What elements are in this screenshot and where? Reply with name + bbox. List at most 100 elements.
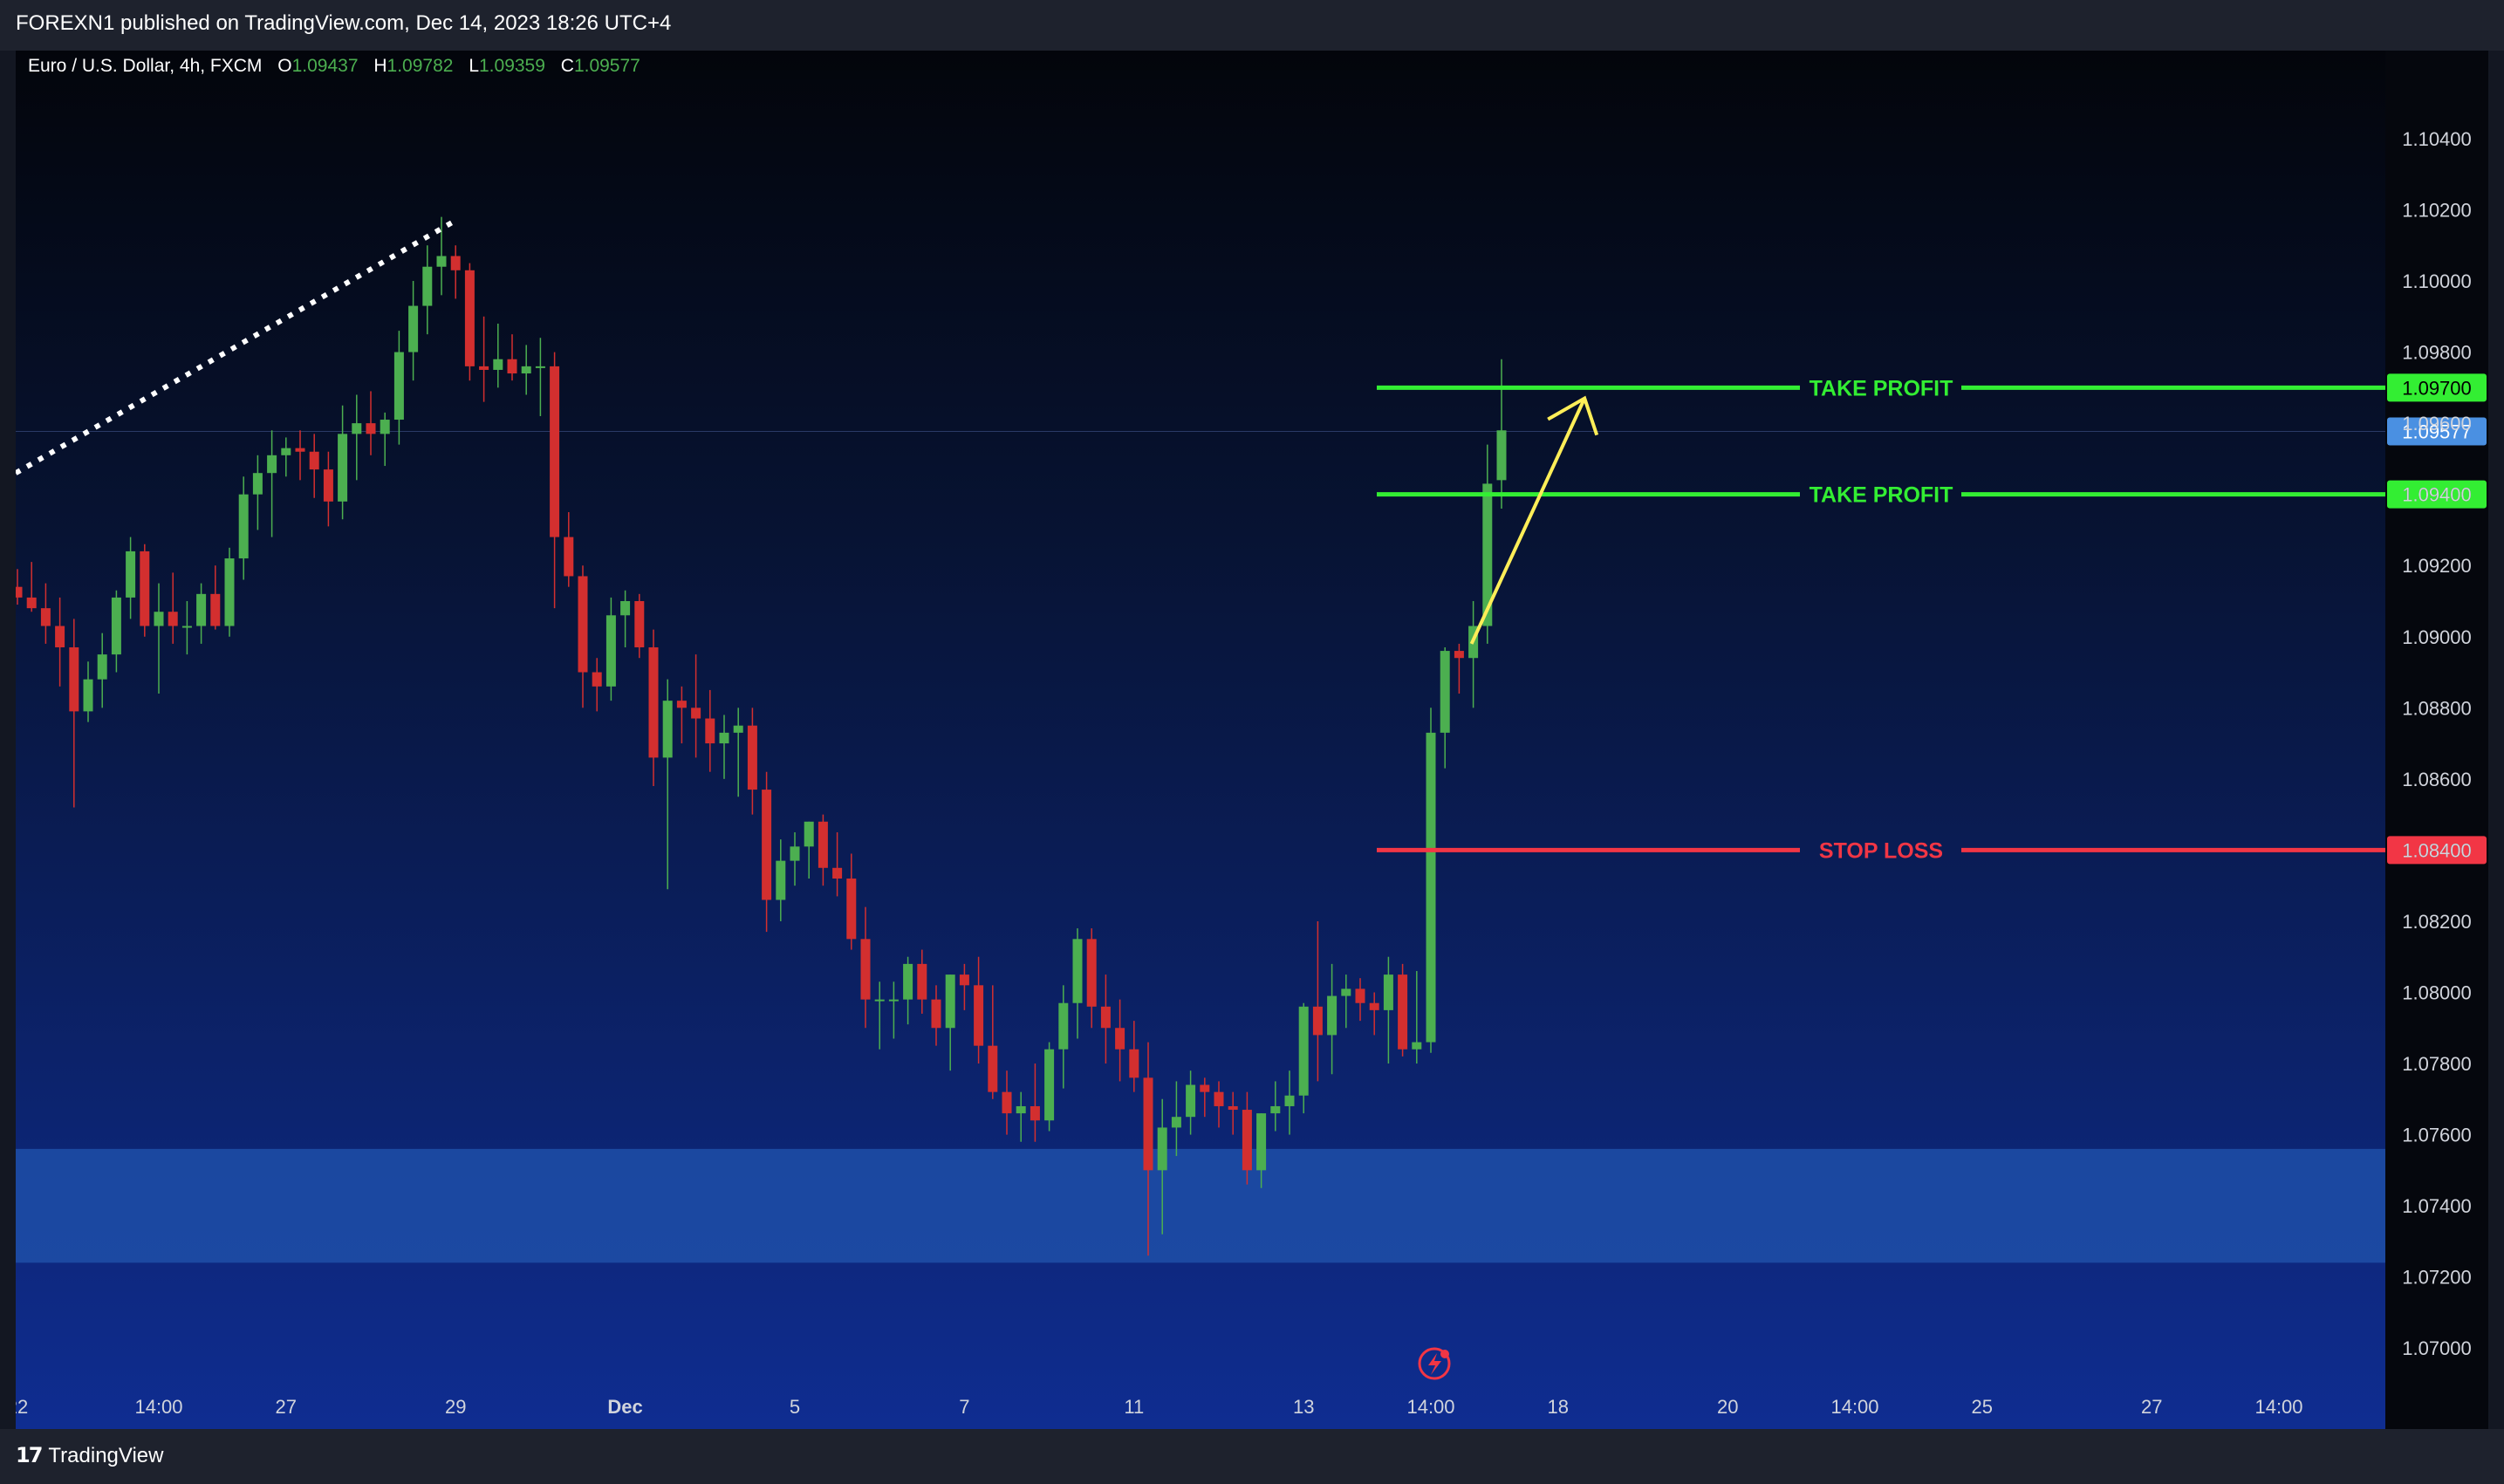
candle[interactable]	[888, 981, 899, 1039]
candle[interactable]	[818, 814, 828, 886]
candle[interactable]	[1369, 992, 1379, 1036]
candle[interactable]	[493, 323, 503, 388]
candle[interactable]	[55, 597, 65, 687]
candle[interactable]	[874, 981, 885, 1050]
candle[interactable]	[1298, 1002, 1309, 1114]
candle[interactable]	[323, 451, 333, 527]
candle[interactable]	[1129, 1021, 1139, 1092]
tradingview-logo[interactable]: 17 TradingView	[16, 1443, 163, 1468]
candle[interactable]	[196, 583, 207, 644]
candle[interactable]	[564, 512, 574, 587]
candle[interactable]	[140, 544, 150, 637]
candle[interactable]	[790, 832, 800, 886]
candle[interactable]	[352, 394, 362, 481]
candle[interactable]	[210, 565, 221, 630]
candle[interactable]	[931, 985, 941, 1046]
candle[interactable]	[1284, 1070, 1295, 1135]
chart-canvas[interactable]: TAKE PROFIT 1.09700 TAKE PROFIT 1.09400 STOP…	[16, 51, 2488, 1429]
candle[interactable]	[676, 686, 687, 744]
take-profit-level[interactable]: TAKE PROFIT 1.09700	[1377, 373, 2487, 402]
candle[interactable]	[436, 216, 447, 296]
candle[interactable]	[450, 245, 461, 299]
candle[interactable]	[521, 345, 531, 395]
candle[interactable]	[1440, 646, 1450, 769]
candle[interactable]	[535, 338, 545, 416]
candle[interactable]	[267, 430, 277, 537]
candle[interactable]	[691, 654, 701, 758]
candle[interactable]	[464, 263, 475, 381]
candle[interactable]	[705, 689, 715, 772]
candle[interactable]	[1086, 928, 1097, 1029]
candle[interactable]	[238, 476, 249, 580]
candle[interactable]	[1157, 1098, 1167, 1234]
candle[interactable]	[1383, 956, 1393, 1064]
candle[interactable]	[1214, 1081, 1224, 1128]
candle[interactable]	[1398, 963, 1408, 1057]
candle[interactable]	[380, 412, 390, 467]
stop-loss-level[interactable]: STOP LOSS 1.08400	[1377, 836, 2487, 865]
candle[interactable]	[634, 593, 645, 659]
candle[interactable]	[126, 537, 136, 619]
candle[interactable]	[903, 956, 913, 1025]
candle[interactable]	[154, 583, 164, 694]
candle[interactable]	[1496, 359, 1507, 509]
candle[interactable]	[16, 569, 23, 605]
lightning-icon[interactable]	[1418, 1347, 1451, 1380]
candle[interactable]	[507, 334, 517, 381]
candle[interactable]	[917, 949, 927, 1014]
candle[interactable]	[1341, 975, 1351, 1029]
candle[interactable]	[1270, 1081, 1281, 1132]
candle[interactable]	[832, 832, 843, 897]
candle[interactable]	[83, 661, 93, 722]
candle[interactable]	[550, 352, 560, 609]
candle[interactable]	[408, 281, 419, 381]
projection-arrow[interactable]	[1469, 395, 1599, 645]
candle[interactable]	[959, 963, 969, 1010]
candle[interactable]	[97, 633, 107, 708]
candle[interactable]	[422, 245, 433, 335]
demand-zone[interactable]	[16, 1148, 2385, 1263]
candle[interactable]	[393, 331, 404, 445]
candle[interactable]	[338, 405, 348, 520]
candle[interactable]	[69, 619, 79, 808]
candle[interactable]	[1242, 1091, 1252, 1185]
candle[interactable]	[1228, 1091, 1238, 1135]
candle[interactable]	[974, 956, 984, 1064]
candle[interactable]	[592, 658, 602, 712]
candle[interactable]	[1186, 1070, 1196, 1135]
candle[interactable]	[26, 562, 37, 612]
candle[interactable]	[252, 455, 263, 530]
candle[interactable]	[776, 839, 786, 921]
candle[interactable]	[1355, 978, 1365, 1022]
candle[interactable]	[1171, 1081, 1181, 1157]
candle[interactable]	[295, 430, 305, 481]
candle[interactable]	[620, 590, 631, 647]
candle[interactable]	[111, 590, 121, 673]
candle[interactable]	[366, 391, 376, 455]
candle[interactable]	[988, 985, 998, 1099]
candle[interactable]	[1200, 1077, 1210, 1118]
candle[interactable]	[578, 565, 588, 708]
candle[interactable]	[1143, 1042, 1153, 1256]
candle[interactable]	[1426, 708, 1436, 1053]
take-profit-level[interactable]: TAKE PROFIT 1.09400	[1377, 480, 2487, 509]
candle[interactable]	[648, 629, 659, 787]
candle[interactable]	[1454, 643, 1464, 694]
candle[interactable]	[40, 583, 51, 644]
candle[interactable]	[1327, 963, 1338, 1075]
candle[interactable]	[719, 715, 729, 779]
candle[interactable]	[1312, 920, 1323, 1082]
candle[interactable]	[281, 437, 291, 477]
candle[interactable]	[1044, 1042, 1055, 1132]
candle[interactable]	[846, 853, 857, 950]
candle[interactable]	[762, 771, 772, 933]
candle[interactable]	[1030, 1063, 1040, 1142]
candle[interactable]	[662, 679, 673, 890]
candle[interactable]	[733, 708, 743, 797]
candle[interactable]	[1072, 928, 1083, 1039]
candle[interactable]	[1058, 985, 1069, 1089]
candle[interactable]	[1412, 971, 1422, 1064]
candle[interactable]	[1016, 1091, 1026, 1142]
candle[interactable]	[1256, 1113, 1267, 1188]
candle[interactable]	[181, 600, 192, 655]
